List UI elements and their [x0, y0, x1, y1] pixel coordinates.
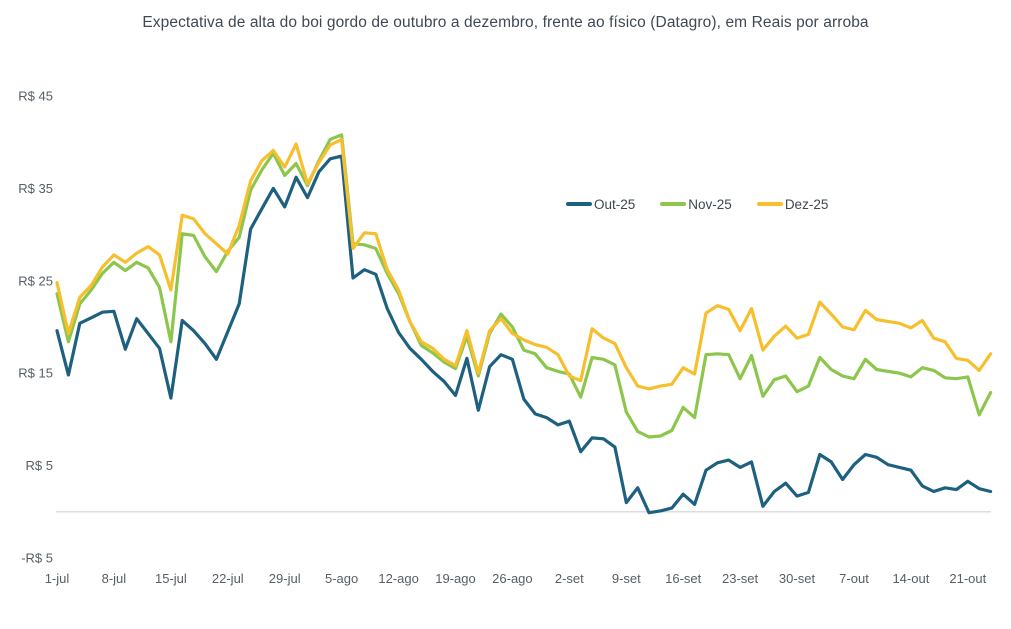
x-tick-label: 14-out	[892, 571, 929, 586]
x-tick-label: 1-jul	[45, 571, 70, 586]
y-tick-label: R$ 25	[18, 273, 53, 288]
x-tick-label: 8-jul	[102, 571, 127, 586]
x-axis-labels: 1-jul 8-jul 15-jul 22-jul 29-jul 5-ago 12-ago 1…	[45, 571, 987, 586]
legend-label-nov-25: Nov-25	[688, 196, 732, 212]
legend-label-dez-25: Dez-25	[784, 196, 829, 212]
legend-swatch-dez-25	[756, 202, 783, 206]
x-tick-label: 21-out	[949, 571, 986, 586]
x-tick-label: 12-ago	[378, 571, 418, 586]
legend: Out-25 Nov-25 Dez-25	[566, 196, 828, 212]
y-tick-label: R$ 35	[18, 181, 53, 196]
x-tick-label: 19-ago	[435, 571, 475, 586]
chart-title: Expectativa de alta do boi gordo de outu…	[142, 14, 869, 31]
x-tick-label: 29-jul	[269, 571, 301, 586]
legend-label-out-25: Out-25	[594, 196, 636, 212]
x-tick-label: 22-jul	[212, 571, 244, 586]
x-tick-label: 2-set	[555, 571, 584, 586]
series-line-dez-25	[55, 137, 993, 391]
legend-item-out-25: Out-25	[566, 197, 635, 212]
x-tick-label: 5-ago	[325, 571, 358, 586]
y-tick-label: -R$ 5	[21, 551, 53, 566]
y-tick-label: R$ 45	[18, 89, 53, 104]
series-lines	[55, 133, 993, 515]
legend-swatch-nov-25	[660, 202, 687, 206]
x-tick-label: 7-out	[839, 571, 869, 586]
x-tick-label: 30-set	[779, 571, 816, 586]
x-tick-label: 15-jul	[155, 571, 187, 586]
x-tick-label: 16-set	[665, 571, 702, 586]
series-line-nov-25	[55, 133, 993, 439]
series-line-out-25	[55, 154, 993, 515]
y-tick-label: R$ 15	[18, 366, 53, 381]
y-tick-label: R$ 5	[26, 458, 53, 473]
legend-swatch-out-25	[566, 202, 592, 206]
legend-item-nov-25: Nov-25	[660, 197, 732, 212]
legend-item-dez-25: Dez-25	[756, 196, 829, 212]
y-axis-labels: R$ 45 R$ 35 R$ 25 R$ 15 R$ 5 -R$ 5	[18, 89, 53, 566]
x-tick-label: 26-ago	[492, 571, 532, 586]
x-tick-label: 9-set	[612, 571, 641, 586]
x-tick-label: 23-set	[722, 571, 759, 586]
